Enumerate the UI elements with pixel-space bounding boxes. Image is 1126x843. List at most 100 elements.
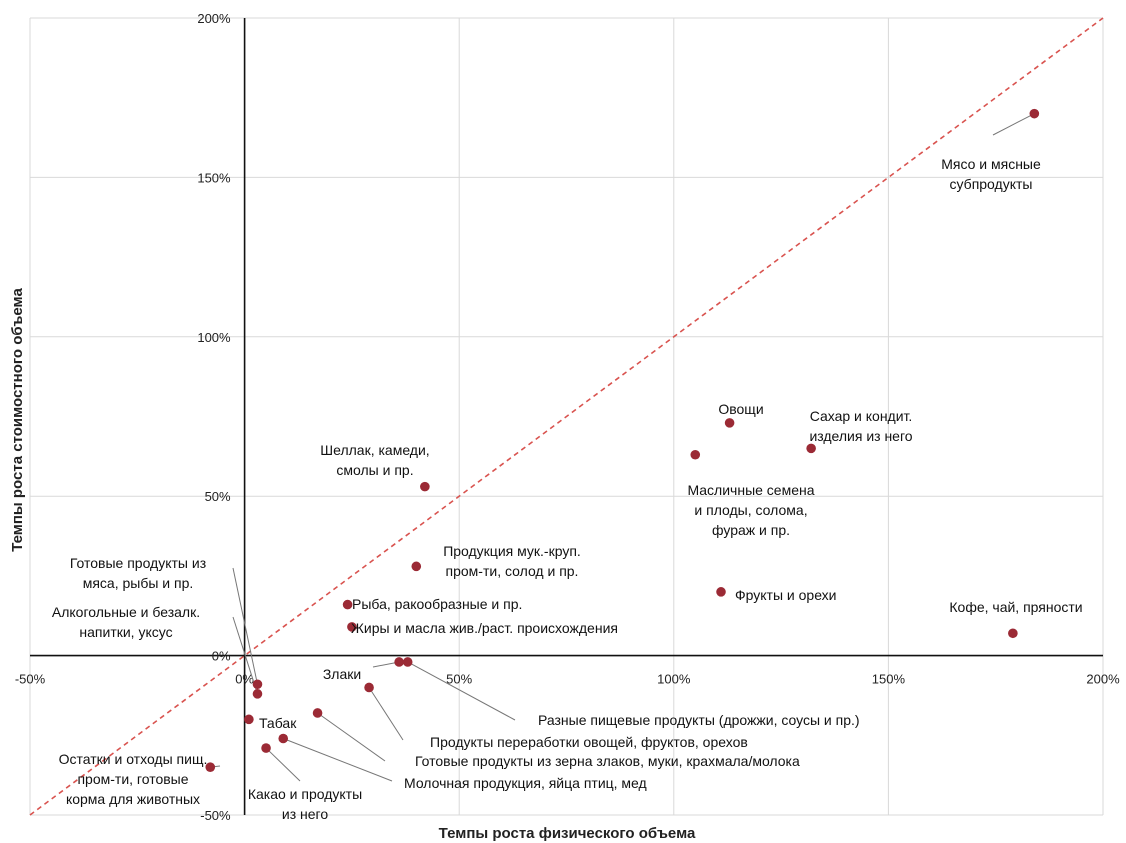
data-point xyxy=(1008,628,1018,639)
point-label-line: Масличные семена xyxy=(687,482,814,498)
point-label: Овощи xyxy=(718,401,763,417)
point-label-line: Продукты переработки овощей, фруктов, ор… xyxy=(430,734,748,750)
x-tick-label: 200% xyxy=(1086,672,1120,687)
point-label-line: Остатки и отходы пищ. xyxy=(59,751,208,767)
x-axis-title: Темпы роста физического объема xyxy=(439,825,696,842)
data-point xyxy=(402,657,413,667)
point-label-line: напитки, уксус xyxy=(79,624,172,640)
tick-labels: -50% -50% 0% 0% 50% 50% 100% 100% 150% 150% 200% 20… xyxy=(15,11,1120,823)
data-point xyxy=(261,743,271,753)
point-label: Готовые продукты из зерна злаков, муки, … xyxy=(415,753,800,769)
x-tick-label: 100% xyxy=(657,672,691,687)
point-label: Кофе, чай, пряности xyxy=(949,599,1082,615)
data-point xyxy=(364,682,374,693)
data-point xyxy=(205,762,216,772)
data-point xyxy=(252,679,263,690)
point-label-line: Алкогольные и безалк. xyxy=(52,604,200,620)
data-point xyxy=(394,657,404,667)
point-label: Сахар и кондит. изделия из него xyxy=(809,408,912,444)
point-label-line: Готовые продукты из xyxy=(70,555,206,571)
point-label-line: Сахар и кондит. xyxy=(810,408,913,424)
point-label: Какао и продукты из него xyxy=(248,786,362,822)
point-label: Злаки xyxy=(323,666,361,682)
data-point xyxy=(312,708,323,718)
y-axis-title: Темпы роста стоимостного объема xyxy=(9,288,26,552)
point-label: Алкогольные и безалк. напитки, уксус xyxy=(52,604,200,640)
point-label-line: Фрукты и орехи xyxy=(735,587,837,603)
point-label-line: Злаки xyxy=(323,666,361,682)
point-label: Табак xyxy=(259,715,297,731)
data-point xyxy=(806,443,816,454)
leader-line xyxy=(992,113,1035,136)
data-point xyxy=(252,689,263,699)
data-point xyxy=(278,733,289,744)
point-label: Масличные семена и плоды, солома, фураж и … xyxy=(687,482,814,538)
point-label-line: Молочная продукция, яйца птиц, мед xyxy=(404,775,647,791)
point-label: Готовые продукты из мяса, рыбы и пр. xyxy=(70,555,206,591)
axes xyxy=(30,18,1103,815)
leader-line xyxy=(407,661,516,721)
y-tick-label: 100% xyxy=(197,330,231,345)
point-label-line: из него xyxy=(282,806,328,822)
point-label: Фрукты и орехи xyxy=(735,587,837,603)
y-tick-label: 200% xyxy=(197,11,231,26)
y-tick-label: 150% xyxy=(197,170,231,185)
point-label-line: Мясо и мясные xyxy=(941,156,1041,172)
point-label-line: фураж и пр. xyxy=(712,522,790,538)
data-point xyxy=(347,622,357,632)
point-labels: Мясо и мясные субпродукты Овощи Сахар и кон… xyxy=(52,156,1083,822)
data-points xyxy=(205,108,1040,772)
data-point xyxy=(244,714,254,725)
x-tick-label: -50% xyxy=(15,672,46,687)
leader-line xyxy=(368,687,404,741)
data-point xyxy=(724,418,735,428)
point-label-line: Рыба, ракообразные и пр. xyxy=(352,596,522,612)
y-tick-label: -50% xyxy=(200,808,231,823)
point-label-line: Готовые продукты из зерна злаков, муки, … xyxy=(415,753,800,769)
point-label-line: Табак xyxy=(259,715,297,731)
point-label: Шеллак, камеди, смолы и пр. xyxy=(320,442,429,478)
leader-lines xyxy=(210,113,1035,782)
data-point xyxy=(342,599,353,610)
leader-line xyxy=(265,747,301,782)
y-tick-label: 0% xyxy=(212,649,231,664)
point-label-line: субпродукты xyxy=(950,176,1033,192)
y-tick-label: 50% xyxy=(205,489,231,504)
point-label-line: изделия из него xyxy=(809,428,912,444)
point-label: Мясо и мясные субпродукты xyxy=(941,156,1041,192)
point-label-line: и плоды, солома, xyxy=(694,502,807,518)
point-label: Остатки и отходы пищ. пром-ти, готовые кор… xyxy=(59,751,208,807)
x-tick-label: 150% xyxy=(872,672,906,687)
point-label-line: корма для животных xyxy=(66,791,200,807)
point-label-line: пром-ти, солод и пр. xyxy=(446,563,579,579)
data-point xyxy=(716,587,726,597)
point-label-line: Шеллак, камеди, xyxy=(320,442,429,458)
data-point xyxy=(690,449,701,460)
point-label: Продукция мук.-круп. пром-ти, солод и пр. xyxy=(443,543,581,579)
leader-line xyxy=(317,712,386,762)
leader-line xyxy=(232,567,258,685)
point-label-line: Овощи xyxy=(718,401,763,417)
diagonal-reference xyxy=(29,17,1104,816)
point-label: Разные пищевые продукты (дрожжи, соусы и… xyxy=(538,712,860,728)
point-label: Рыба, ракообразные и пр. xyxy=(352,596,522,612)
point-label-line: Какао и продукты xyxy=(248,786,362,802)
point-label-line: пром-ти, готовые xyxy=(77,771,188,787)
data-point xyxy=(1029,108,1040,119)
x-tick-label: 0% xyxy=(235,672,254,687)
data-point xyxy=(411,561,422,572)
diagonal-line xyxy=(29,17,1104,816)
point-label-line: Продукция мук.-круп. xyxy=(443,543,581,559)
point-label: Продукты переработки овощей, фруктов, ор… xyxy=(430,734,748,750)
point-label: Молочная продукция, яйца птиц, мед xyxy=(404,775,647,791)
data-point xyxy=(420,481,430,492)
point-label-line: Кофе, чай, пряности xyxy=(949,599,1082,615)
x-tick-label: 50% xyxy=(446,672,472,687)
point-label-line: мяса, рыбы и пр. xyxy=(83,575,194,591)
point-label-line: Жиры и масла жив./раст. происхождения xyxy=(351,620,618,636)
point-label-line: Разные пищевые продукты (дрожжи, соусы и… xyxy=(538,712,860,728)
leader-line xyxy=(283,738,393,782)
point-label-line: смолы и пр. xyxy=(336,462,413,478)
leader-line xyxy=(232,616,258,695)
